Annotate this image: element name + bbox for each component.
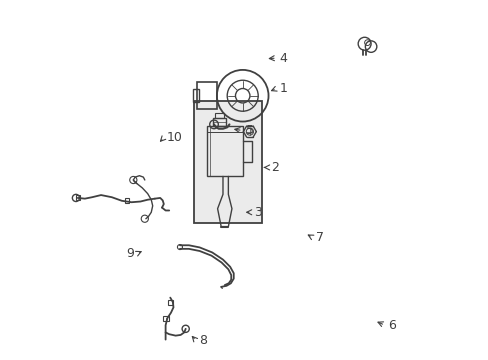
Bar: [76, 195, 80, 201]
Bar: [212, 118, 225, 126]
Bar: [215, 113, 223, 118]
Text: 9: 9: [126, 247, 134, 260]
Text: 1: 1: [279, 82, 287, 95]
Text: 8: 8: [199, 334, 206, 347]
Bar: [124, 198, 129, 203]
Bar: [206, 126, 242, 176]
Text: 10: 10: [166, 131, 182, 144]
Text: 4: 4: [279, 51, 287, 64]
Bar: [167, 300, 173, 305]
Bar: [197, 82, 217, 109]
Text: 6: 6: [387, 319, 395, 332]
Text: 2: 2: [270, 161, 278, 174]
Bar: [163, 316, 168, 320]
Bar: [194, 101, 262, 223]
Text: 7: 7: [315, 231, 323, 244]
Text: 5: 5: [245, 124, 253, 137]
Text: 3: 3: [254, 206, 262, 219]
Bar: [192, 89, 199, 102]
